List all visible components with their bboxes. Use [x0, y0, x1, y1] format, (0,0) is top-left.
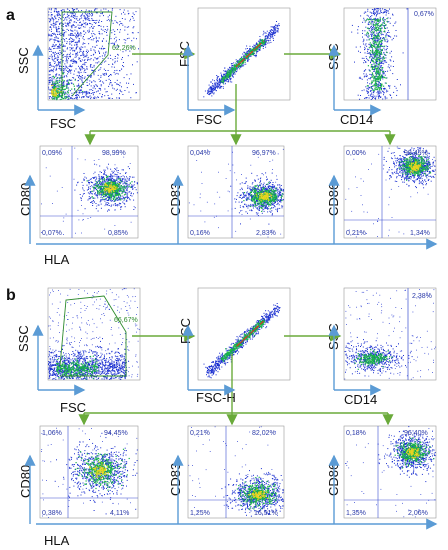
- quad-ul: 0,09%: [42, 150, 62, 157]
- plot-b2: [197, 287, 291, 381]
- scatter-a-cd80: [41, 147, 138, 235]
- scatter-a2: [203, 21, 280, 98]
- scatter-a-cd83: [188, 148, 284, 238]
- quad-lr: 0,85%: [108, 230, 128, 237]
- scatter-b-cd86: [345, 426, 436, 518]
- axis-arrows: [24, 44, 382, 524]
- ylabel-a-cd80: CD80: [18, 183, 33, 216]
- quad-ur: 94,45%: [104, 430, 128, 437]
- scatter-b-cd83: [188, 426, 284, 517]
- quad-ll: 0,07%: [42, 230, 62, 237]
- plot-a2: [197, 7, 291, 101]
- plot-b-cd83: 0,21% 82,02% 1,25% 16,51%: [187, 425, 285, 519]
- quad-ll: 1,35%: [346, 510, 366, 517]
- quad-stat: 0,67%: [414, 11, 434, 18]
- plot-a1: 62,26%: [47, 7, 141, 101]
- plot-a3: 0,67%: [343, 7, 437, 101]
- quad-ul: 0,21%: [190, 430, 210, 437]
- plot-b3: 2,38%: [343, 287, 437, 381]
- quad-lr: 16,51%: [254, 510, 278, 517]
- ylabel-b1: SSC: [16, 325, 31, 352]
- scatter-b3: [344, 289, 436, 380]
- xlabel-b1: FSC: [60, 400, 86, 415]
- quad-lr: 1,34%: [410, 230, 430, 237]
- plot-b1: 66,67%: [47, 287, 141, 381]
- quad-ul: 0,00%: [346, 150, 366, 157]
- gate-stat: 62,26%: [112, 45, 136, 52]
- shared-xlabel-b: HLA: [44, 533, 70, 548]
- gate-stat: 66,67%: [114, 317, 138, 324]
- shared-xlabel-a: HLA: [44, 252, 70, 267]
- quad-ll: 0,21%: [346, 230, 366, 237]
- ylabel-b-cd80: CD80: [18, 465, 33, 498]
- gate-polygon: [59, 295, 127, 377]
- quad-ur: 98,99%: [102, 150, 126, 157]
- scatter-a-cd86: [345, 146, 436, 238]
- plot-b-cd80: 1,06% 94,45% 0,38% 4,11%: [39, 425, 139, 519]
- xlabel-a3: CD14: [340, 112, 373, 127]
- scatter-b2: [203, 303, 281, 379]
- quad-ll: 0,16%: [190, 230, 210, 237]
- ylabel-a1: SSC: [16, 47, 31, 74]
- quad-lr: 2,83%: [256, 230, 276, 237]
- quad-ur: 96,97%: [252, 150, 276, 157]
- quad-ll: 1,25%: [190, 510, 210, 517]
- plot-b-cd86: 0,18% 96,40% 1,35% 2,06%: [343, 425, 437, 519]
- quad-ul: 1,06%: [42, 430, 62, 437]
- quad-ur: 82,02%: [252, 430, 276, 437]
- quad-lr: 4,11%: [110, 510, 129, 517]
- scatter-b-cd80: [41, 427, 138, 518]
- quad-stat: 2,38%: [412, 293, 432, 300]
- xlabel-a2: FSC: [196, 112, 222, 127]
- xlabel-b3: CD14: [344, 392, 377, 407]
- plot-a-cd86: 0,00% 98,45% 0,21% 1,34%: [343, 145, 437, 239]
- ylabel-b2: FSC: [178, 318, 193, 344]
- quad-ll: 0,38%: [42, 510, 62, 517]
- panel-letter-b: b: [6, 287, 16, 304]
- quad-lr: 2,06%: [408, 510, 428, 517]
- quad-ur: 96,40%: [404, 430, 428, 437]
- scatter-a3: [351, 8, 408, 100]
- xlabel-a1: FSC: [50, 116, 76, 131]
- quad-ul: 0,04%: [190, 150, 210, 157]
- plot-a-cd80: 0,09% 98,99% 0,07% 0,85%: [39, 145, 139, 239]
- ylabel-b-cd83: CD83: [168, 463, 183, 496]
- plot-a-cd83: 0,04% 96,97% 0,16% 2,83%: [187, 145, 285, 239]
- quad-ur: 98,45%: [404, 150, 428, 157]
- quad-ul: 0,18%: [346, 430, 366, 437]
- xlabel-b2: FSC-H: [196, 390, 236, 405]
- ylabel-a-cd83: CD83: [168, 183, 183, 216]
- gate-polygon: [61, 11, 113, 97]
- scatter-a1: [48, 8, 139, 101]
- panel-letter-a: a: [6, 7, 15, 24]
